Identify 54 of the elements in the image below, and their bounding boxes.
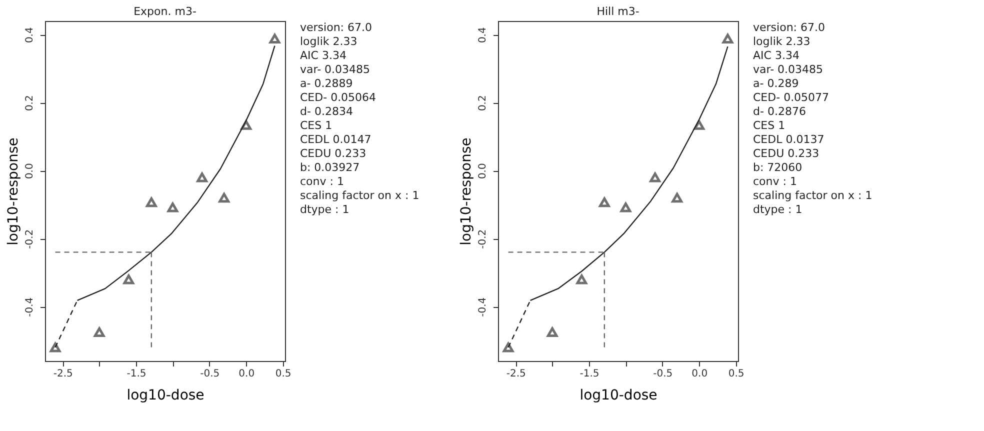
- text: b: 72060: [753, 161, 802, 174]
- text: CEDL 0.0137: [753, 133, 824, 146]
- text: AIC 3.34: [753, 49, 800, 62]
- text: CES 1: [753, 119, 786, 132]
- text: a- 0.289: [753, 77, 799, 90]
- text: b: 0.03927: [300, 161, 360, 174]
- text: CES 1: [300, 119, 332, 132]
- y-tick-label: -0.4: [24, 297, 36, 317]
- text: var- 0.03485: [753, 63, 824, 76]
- text: CEDU 0.233: [300, 147, 366, 160]
- y-tick-label: 0.4: [24, 27, 36, 44]
- text: var- 0.03485: [300, 63, 370, 76]
- y-tick-label: -0.2: [24, 229, 36, 249]
- text: CEDU 0.233: [753, 147, 820, 160]
- x-tick-label: 0.0: [692, 368, 708, 380]
- text: AIC 3.34: [300, 49, 346, 62]
- text: d- 0.2876: [753, 105, 806, 118]
- y-tick-label: -0.2: [478, 229, 488, 249]
- x-tick-label: -1.5: [126, 368, 146, 380]
- x-axis-title: log10-dose: [126, 388, 204, 404]
- text: version: 67.0: [300, 21, 372, 34]
- y-tick-label: 0.2: [24, 95, 36, 112]
- x-tick-label: 0.5: [728, 368, 744, 380]
- text: CED- 0.05077: [753, 91, 830, 104]
- x-tick-label: -2.5: [506, 368, 526, 380]
- text: dtype : 1: [300, 203, 350, 216]
- y-tick-label: 0.4: [478, 27, 488, 44]
- text: scaling factor on x : 1: [753, 189, 872, 202]
- text: version: 67.0: [753, 21, 825, 34]
- y-axis-title: log10-response: [6, 138, 22, 246]
- text: loglik 2.33: [300, 35, 358, 48]
- x-tick-label: 0.0: [238, 368, 255, 380]
- y-tick-label: 0.0: [24, 163, 36, 180]
- text: d- 0.2834: [300, 105, 353, 118]
- y-axis-title: log10-response: [458, 138, 474, 246]
- x-tick-label: -1.5: [580, 368, 600, 380]
- text: scaling factor on x : 1: [300, 189, 420, 202]
- y-tick-label: 0.2: [478, 95, 488, 112]
- y-tick-label: -0.4: [478, 297, 488, 317]
- x-axis-title: log10-dose: [580, 388, 658, 404]
- text: CEDL 0.0147: [300, 133, 372, 146]
- x-tick-label: -2.5: [53, 368, 73, 380]
- text: dtype : 1: [753, 203, 802, 216]
- text: conv : 1: [753, 175, 797, 188]
- text: CED- 0.05064: [300, 91, 376, 104]
- x-tick-label: -0.5: [653, 368, 673, 380]
- chart-title: Expon. m3-: [134, 5, 196, 18]
- chart-title: Hill m3-: [596, 5, 640, 18]
- x-tick-label: 0.5: [275, 368, 292, 380]
- text: a- 0.2889: [300, 77, 353, 90]
- text: conv : 1: [300, 175, 344, 188]
- y-tick-label: 0.0: [478, 163, 488, 180]
- x-tick-label: -0.5: [200, 368, 220, 380]
- text: loglik 2.33: [753, 35, 810, 48]
